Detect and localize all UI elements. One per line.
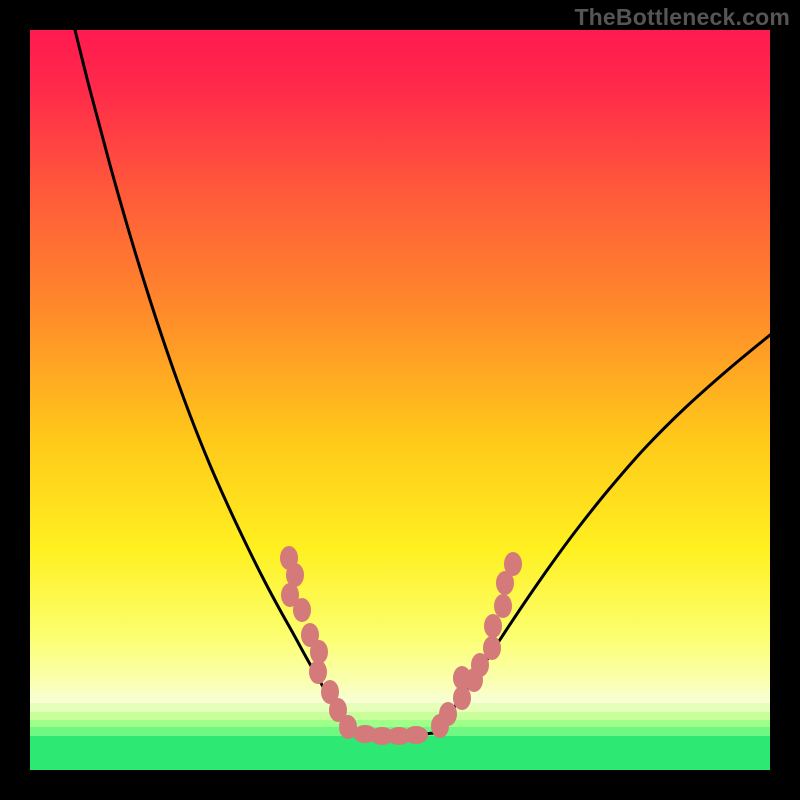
watermark-text: TheBottleneck.com [574, 4, 790, 31]
bead-left-6 [309, 660, 327, 684]
bead-left-3 [293, 598, 311, 622]
chart-frame: TheBottleneck.com [0, 0, 800, 800]
overlay-svg [30, 30, 770, 770]
bead-floor-3 [404, 726, 428, 744]
bottleneck-curve [75, 30, 770, 736]
bead-right-6 [483, 636, 501, 660]
bead-right-1 [439, 702, 457, 726]
bead-right-8 [494, 594, 512, 618]
bead-right-10 [504, 552, 522, 576]
bead-right-7 [484, 614, 502, 638]
plot-area [30, 30, 770, 770]
